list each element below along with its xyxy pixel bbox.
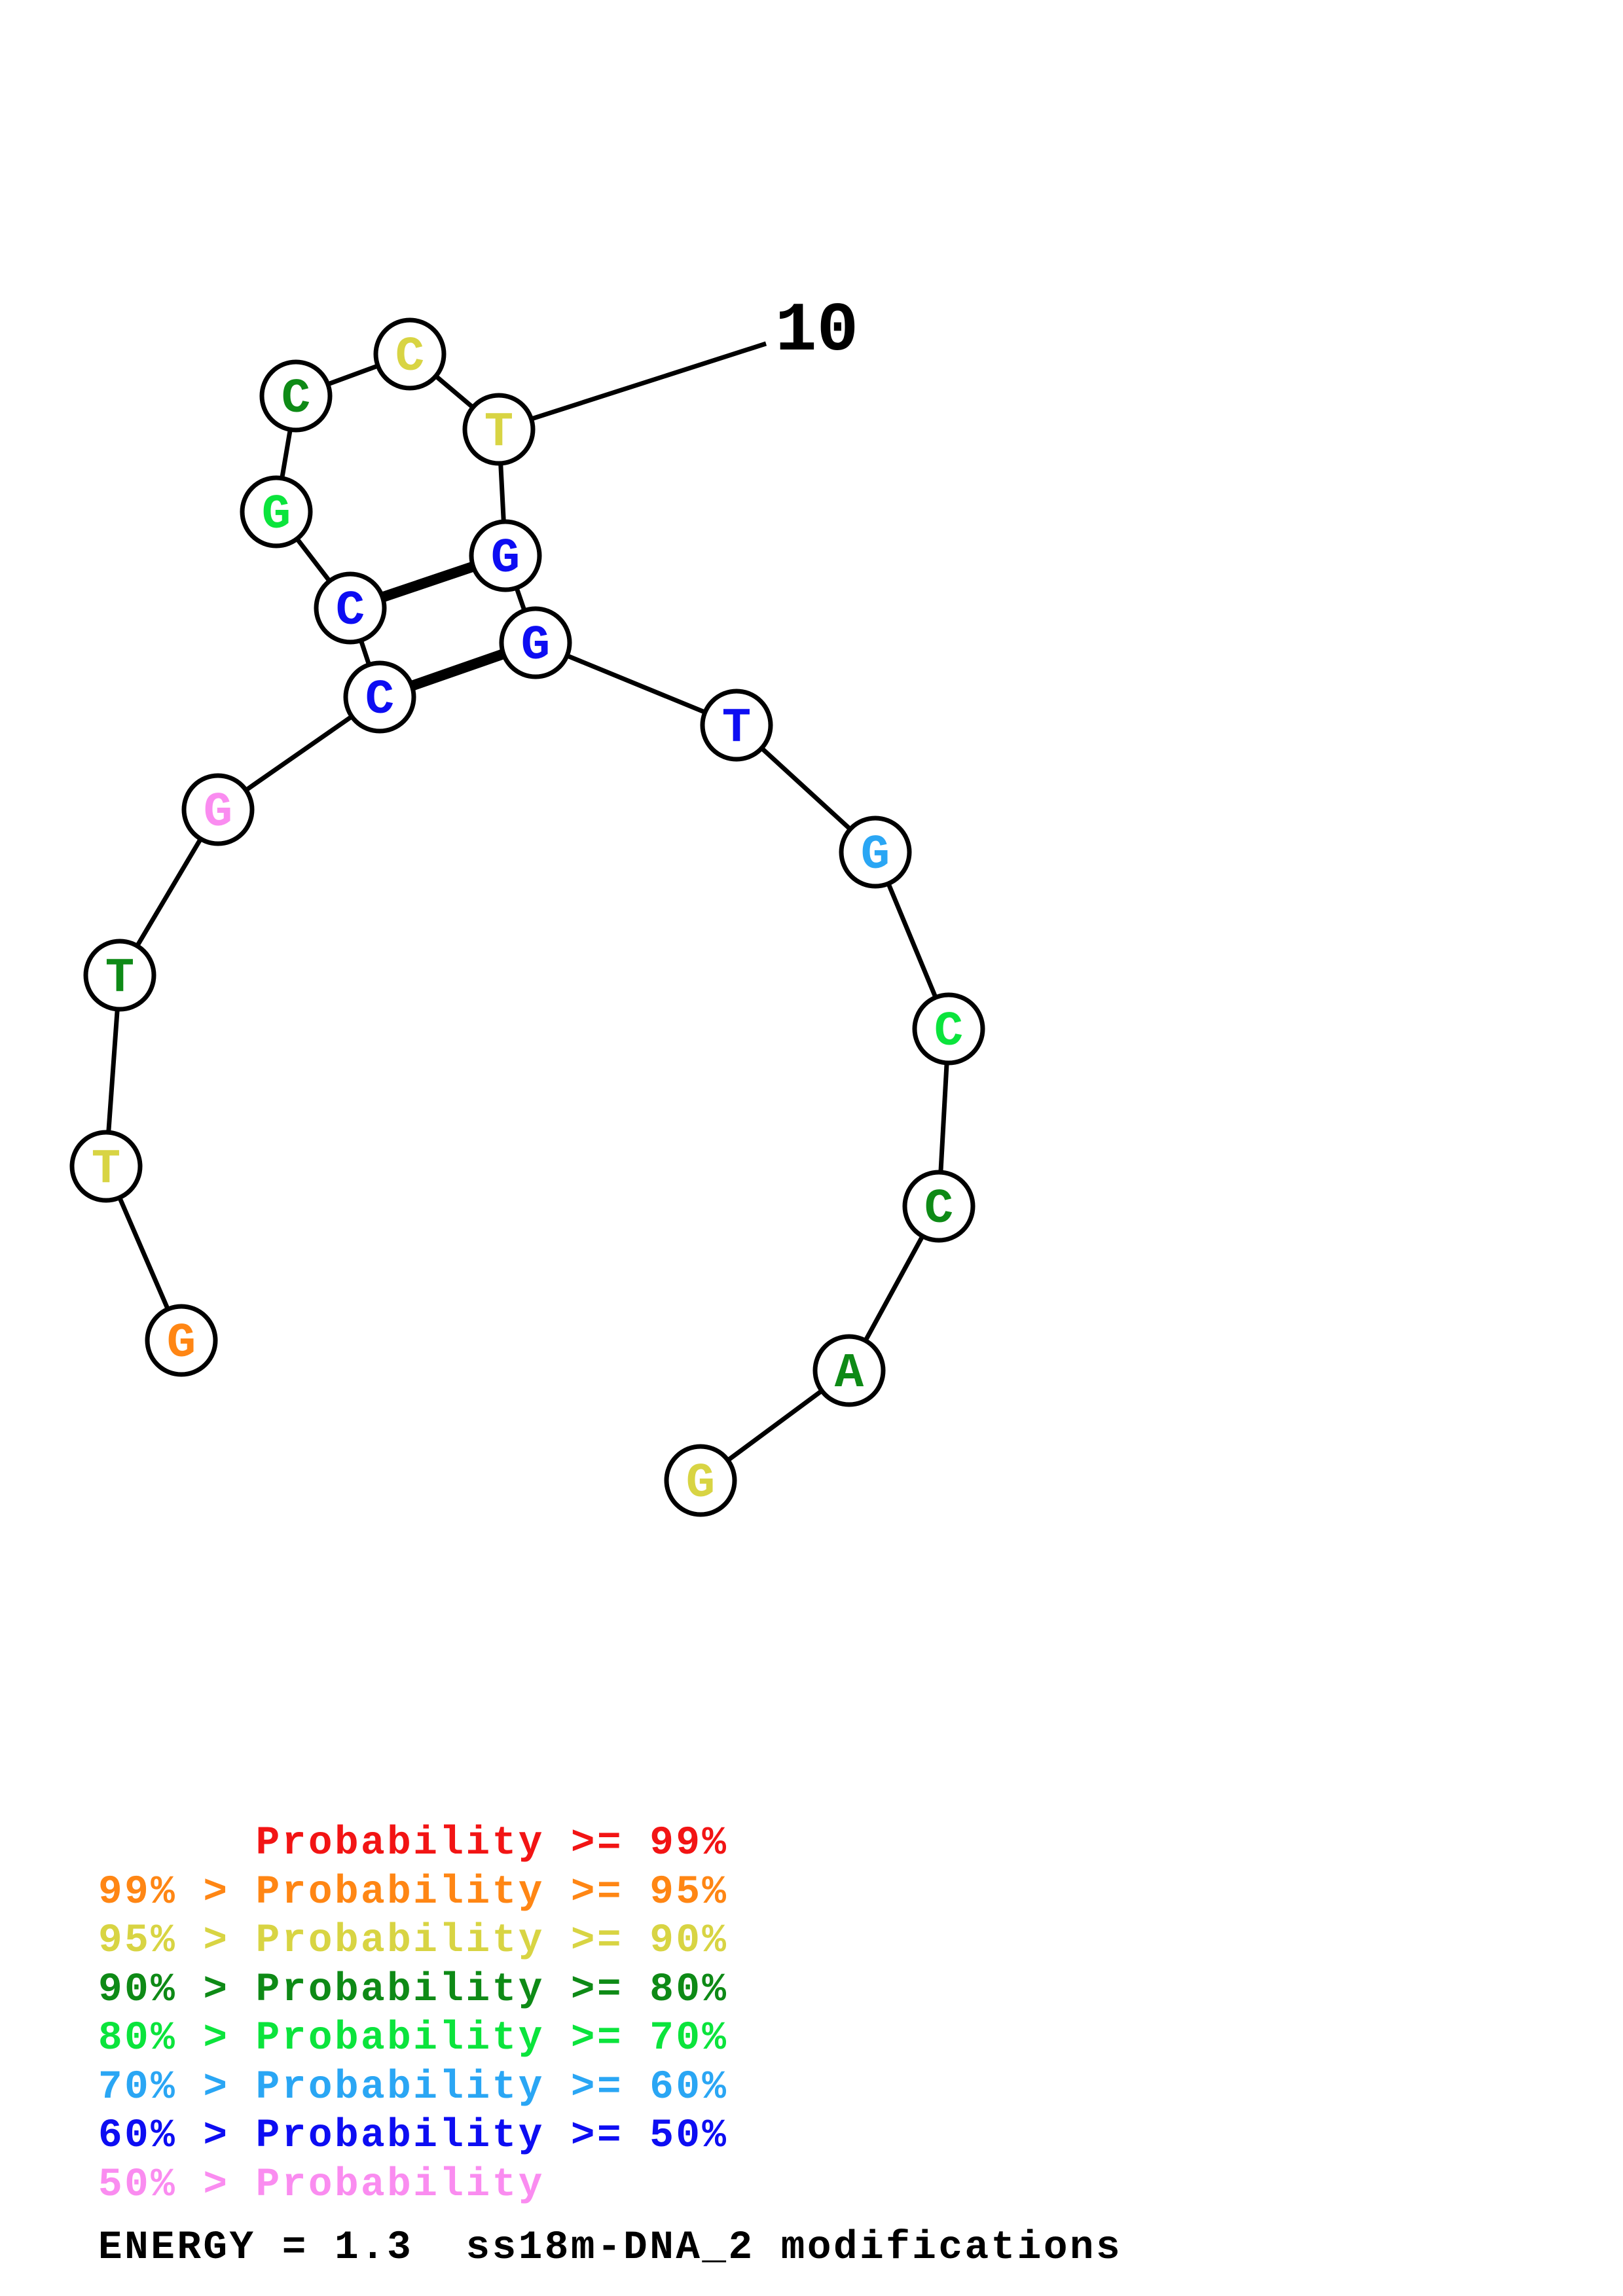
nucleotide-node: G	[664, 1444, 737, 1517]
nucleotide-node: C	[314, 571, 387, 645]
nucleotide-node: G	[145, 1304, 218, 1377]
nucleotide-node: G	[181, 773, 255, 846]
backbone-lines	[103, 351, 951, 1482]
position-10-label: 10	[775, 292, 858, 370]
nucleotide-circle	[343, 660, 416, 734]
nucleotide-letter: G	[861, 828, 890, 883]
nucleotide-circle	[902, 1170, 976, 1243]
nucleotide-node: C	[373, 317, 447, 391]
nucleotide-letter: G	[204, 785, 232, 840]
nucleotide-circle	[839, 816, 912, 889]
nucleotide-letter: C	[934, 1005, 963, 1060]
legend-row: 50% > Probability	[98, 2162, 545, 2208]
nucleotide-circle	[469, 519, 542, 592]
nucleotide-circle	[83, 939, 156, 1012]
nucleotide-circle	[812, 1334, 886, 1407]
nucleotide-node: C	[912, 992, 985, 1066]
nucleotide-letter: C	[395, 330, 424, 385]
nucleotide-letter: C	[282, 372, 310, 427]
nucleotide-node: G	[469, 519, 542, 592]
nucleotide-circle	[462, 393, 536, 466]
nucleotide-circle	[240, 475, 313, 548]
energy-caption: ENERGY = 1.3 ss18m-DNA_2 modifications	[98, 2225, 1123, 2270]
nucleotide-letter: T	[722, 701, 751, 756]
nucleotide-letter: G	[521, 619, 550, 673]
nucleotide-node: C	[343, 660, 416, 734]
nucleotide-letter: G	[262, 488, 291, 543]
nucleotide-letter: G	[167, 1316, 196, 1371]
legend-row: 90% > Probability >= 80%	[98, 1967, 729, 2013]
nucleotide-circle	[700, 689, 773, 762]
nucleotide-circle	[259, 359, 333, 433]
nucleotide-node: G	[240, 475, 313, 548]
nucleotide-node: T	[462, 393, 536, 466]
nucleotide-circle	[912, 992, 985, 1066]
nucleotide-node: T	[69, 1130, 143, 1203]
legend-row: 80% > Probability >= 70%	[98, 2016, 729, 2061]
nucleotide-circle	[145, 1304, 218, 1377]
probability-legend: Probability >= 99% 99% > Probability >= 9…	[98, 1820, 729, 2210]
legend-row: 99% > Probability >= 95%	[98, 1869, 729, 1915]
nucleotide-circle	[69, 1130, 143, 1203]
legend-row: 70% > Probability >= 60%	[98, 2064, 729, 2110]
nucleotide-letter: C	[365, 673, 394, 728]
legend-row: 60% > Probability >= 50%	[98, 2113, 729, 2159]
position-label-leader-line	[498, 341, 767, 432]
nucleotide-circle	[181, 773, 255, 846]
nucleotide-node: T	[83, 939, 156, 1012]
nucleotide-node: C	[902, 1170, 976, 1243]
nucleotide-letter: T	[484, 405, 513, 460]
legend-row: 95% > Probability >= 90%	[98, 1918, 729, 1964]
nucleotide-circle	[664, 1444, 737, 1517]
nucleotide-node: C	[259, 359, 333, 433]
position-label: 10	[775, 292, 858, 370]
nucleotide-letter: A	[835, 1346, 864, 1401]
nucleotide-letter: G	[491, 531, 520, 586]
nucleotide-circle	[373, 317, 447, 391]
nucleotide-letter: C	[924, 1182, 953, 1237]
nucleotide-node: T	[700, 689, 773, 762]
nucleotide-letter: C	[336, 584, 365, 639]
nucleotide-circle	[499, 606, 572, 679]
nucleotide-letter: T	[105, 951, 134, 1006]
nucleotide-letter: T	[92, 1142, 120, 1197]
nucleotide-node: G	[839, 816, 912, 889]
legend-row: Probability >= 99%	[98, 1821, 729, 1866]
nucleotide-node: G	[499, 606, 572, 679]
nucleotide-circle	[314, 571, 387, 645]
nucleotide-node: A	[812, 1334, 886, 1407]
nucleotide-letter: G	[686, 1456, 715, 1511]
leader-line	[498, 341, 767, 432]
